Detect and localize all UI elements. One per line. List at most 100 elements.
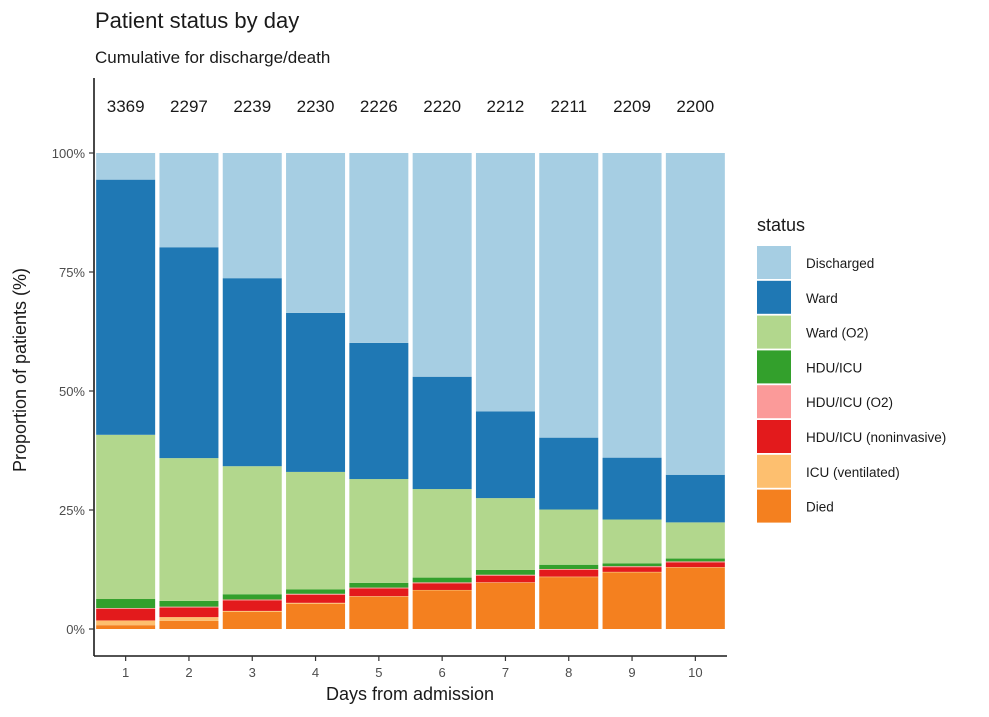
legend-swatch-ward [757,280,791,314]
bar-segment-day8-hdu-icu-o2 [539,569,599,570]
bar-segment-day6-hdu-icu-noninvasive [412,583,472,590]
bar-segment-day10-died [665,567,725,629]
bar-segment-day4-hdu-icu [286,589,346,594]
y-tick-label-75: 75% [59,265,85,280]
legend-label-discharged: Discharged [806,256,874,271]
bar-segment-day4-ward [286,312,346,472]
axes-group [93,78,727,657]
legend-title: status [757,215,805,235]
bar-segment-day10-ward [665,474,725,523]
bar-segment-day7-hdu-icu-noninvasive [475,575,535,583]
legend-swatch-discharged [757,246,791,279]
y-ticks-group: 0% 25% 50% 75% 100% [52,146,94,637]
bar-segment-day5-hdu-icu-o2 [349,587,409,589]
bar-segment-day9-hdu-icu-noninvasive [602,567,662,572]
legend-swatch-died [757,489,791,523]
bar-segment-day7-hdu-icu [475,569,535,575]
y-tick-label-0: 0% [66,622,85,637]
x-tick-label-day5: 5 [375,665,382,680]
x-tick-label-day3: 3 [249,665,256,680]
bar-segment-day6-ward-o2 [412,489,472,578]
legend-label-hdu-icu: HDU/ICU [806,360,862,375]
x-ticks-group: 1 2 3 4 5 6 7 8 9 10 [122,656,703,680]
bar-segment-day7-ward [475,411,535,499]
bar-segment-day6-ward [412,376,472,490]
x-tick-label-day8: 8 [565,665,572,680]
count-label-day3: 2239 [233,97,271,116]
bar-segment-day1-icu-ventilated [96,620,156,626]
bar-segment-day4-died [286,603,346,629]
count-label-day1: 3369 [107,97,145,116]
bar-segment-day3-hdu-icu [222,594,282,600]
y-tick-label-50: 50% [59,384,85,399]
bar-segment-day4-hdu-icu-noninvasive [286,594,346,603]
x-tick-label-day1: 1 [122,665,129,680]
bar-segment-day1-hdu-icu-o2 [96,608,156,610]
bar-segment-day5-hdu-icu-noninvasive [349,588,409,597]
bar-segment-day10-ward-o2 [665,522,725,559]
bar-segment-day2-hdu-icu-noninvasive [159,607,219,618]
bar-segment-day2-died [159,620,219,629]
bar-segment-day7-discharged [475,153,535,412]
bar-segment-day3-hdu-icu-noninvasive [222,600,282,611]
x-tick-label-day2: 2 [185,665,192,680]
legend-label-died: Died [806,500,834,515]
legend: status Discharged Ward Ward (O2) HDU/ICU HDU… [757,215,946,523]
bar-segment-day4-icu-ventilated [286,602,346,604]
count-label-day9: 2209 [613,97,651,116]
bar-segment-day2-ward-o2 [159,458,219,601]
x-tick-label-day10: 10 [688,665,702,680]
legend-swatch-icu-ventilated [757,454,791,488]
legend-swatch-hdu-icu-noninvasive [757,420,791,453]
bar-segment-day7-hdu-icu-o2 [475,574,535,576]
legend-label-hdu-icu-o2: HDU/ICU (O2) [806,395,893,410]
bar-segment-day1-died [96,625,156,629]
legend-swatch-ward-o2 [757,315,791,349]
bar-segment-day7-ward-o2 [475,498,535,570]
bar-segment-day3-died [222,611,282,629]
legend-label-hdu-icu-noninvasive: HDU/ICU (noninvasive) [806,430,946,445]
bar-segment-day10-hdu-icu-o2 [665,561,725,563]
legend-label-ward-o2: Ward (O2) [806,326,869,341]
count-labels-group: 3369 2297 2239 2230 2226 2220 2212 2211 2209 2200 [107,97,715,116]
bar-segment-day2-ward [159,247,219,459]
bar-segment-day9-ward [602,457,662,520]
count-label-day2: 2297 [170,97,208,116]
bar-segment-day2-icu-ventilated [159,617,219,621]
y-tick-label-100: 100% [52,146,86,161]
legend-swatch-hdu-icu-o2 [757,385,791,419]
legend-label-icu-ventilated: ICU (ventilated) [806,465,900,480]
bar-segment-day1-discharged [96,153,156,180]
count-label-day7: 2212 [487,97,525,116]
bar-segment-day1-ward [96,179,156,435]
bar-segment-day3-hdu-icu-o2 [222,599,282,601]
legend-label-ward: Ward [806,291,838,306]
bar-segment-day9-hdu-icu [602,563,662,567]
count-label-day8: 2211 [550,97,587,116]
bar-segment-day5-ward-o2 [349,479,409,583]
bar-segment-day3-icu-ventilated [222,610,282,612]
bar-segment-day8-ward-o2 [539,509,599,565]
bar-segment-day4-discharged [286,153,346,313]
x-tick-label-day9: 9 [628,665,635,680]
bar-segment-day6-discharged [412,153,472,377]
bar-segment-day10-hdu-icu-noninvasive [665,562,725,568]
bars-group [96,153,725,629]
bar-segment-day8-hdu-icu [539,564,599,570]
bar-segment-day8-hdu-icu-noninvasive [539,569,599,577]
bar-segment-day9-ward-o2 [602,519,662,564]
x-axis-title: Days from admission [326,684,494,704]
bar-segment-day2-hdu-icu [159,600,219,607]
bar-segment-day3-ward-o2 [222,466,282,595]
bar-segment-day1-hdu-icu [96,599,156,609]
bar-segment-day9-discharged [602,153,662,458]
bar-segment-day4-ward-o2 [286,471,346,590]
y-tick-label-25: 25% [59,503,85,518]
legend-swatch-hdu-icu [757,350,791,384]
bar-segment-day3-discharged [222,153,282,279]
chart-subtitle: Cumulative for discharge/death [95,48,330,67]
count-label-day10: 2200 [676,97,714,116]
bar-segment-day3-ward [222,278,282,467]
bar-segment-day4-hdu-icu-o2 [286,593,346,595]
